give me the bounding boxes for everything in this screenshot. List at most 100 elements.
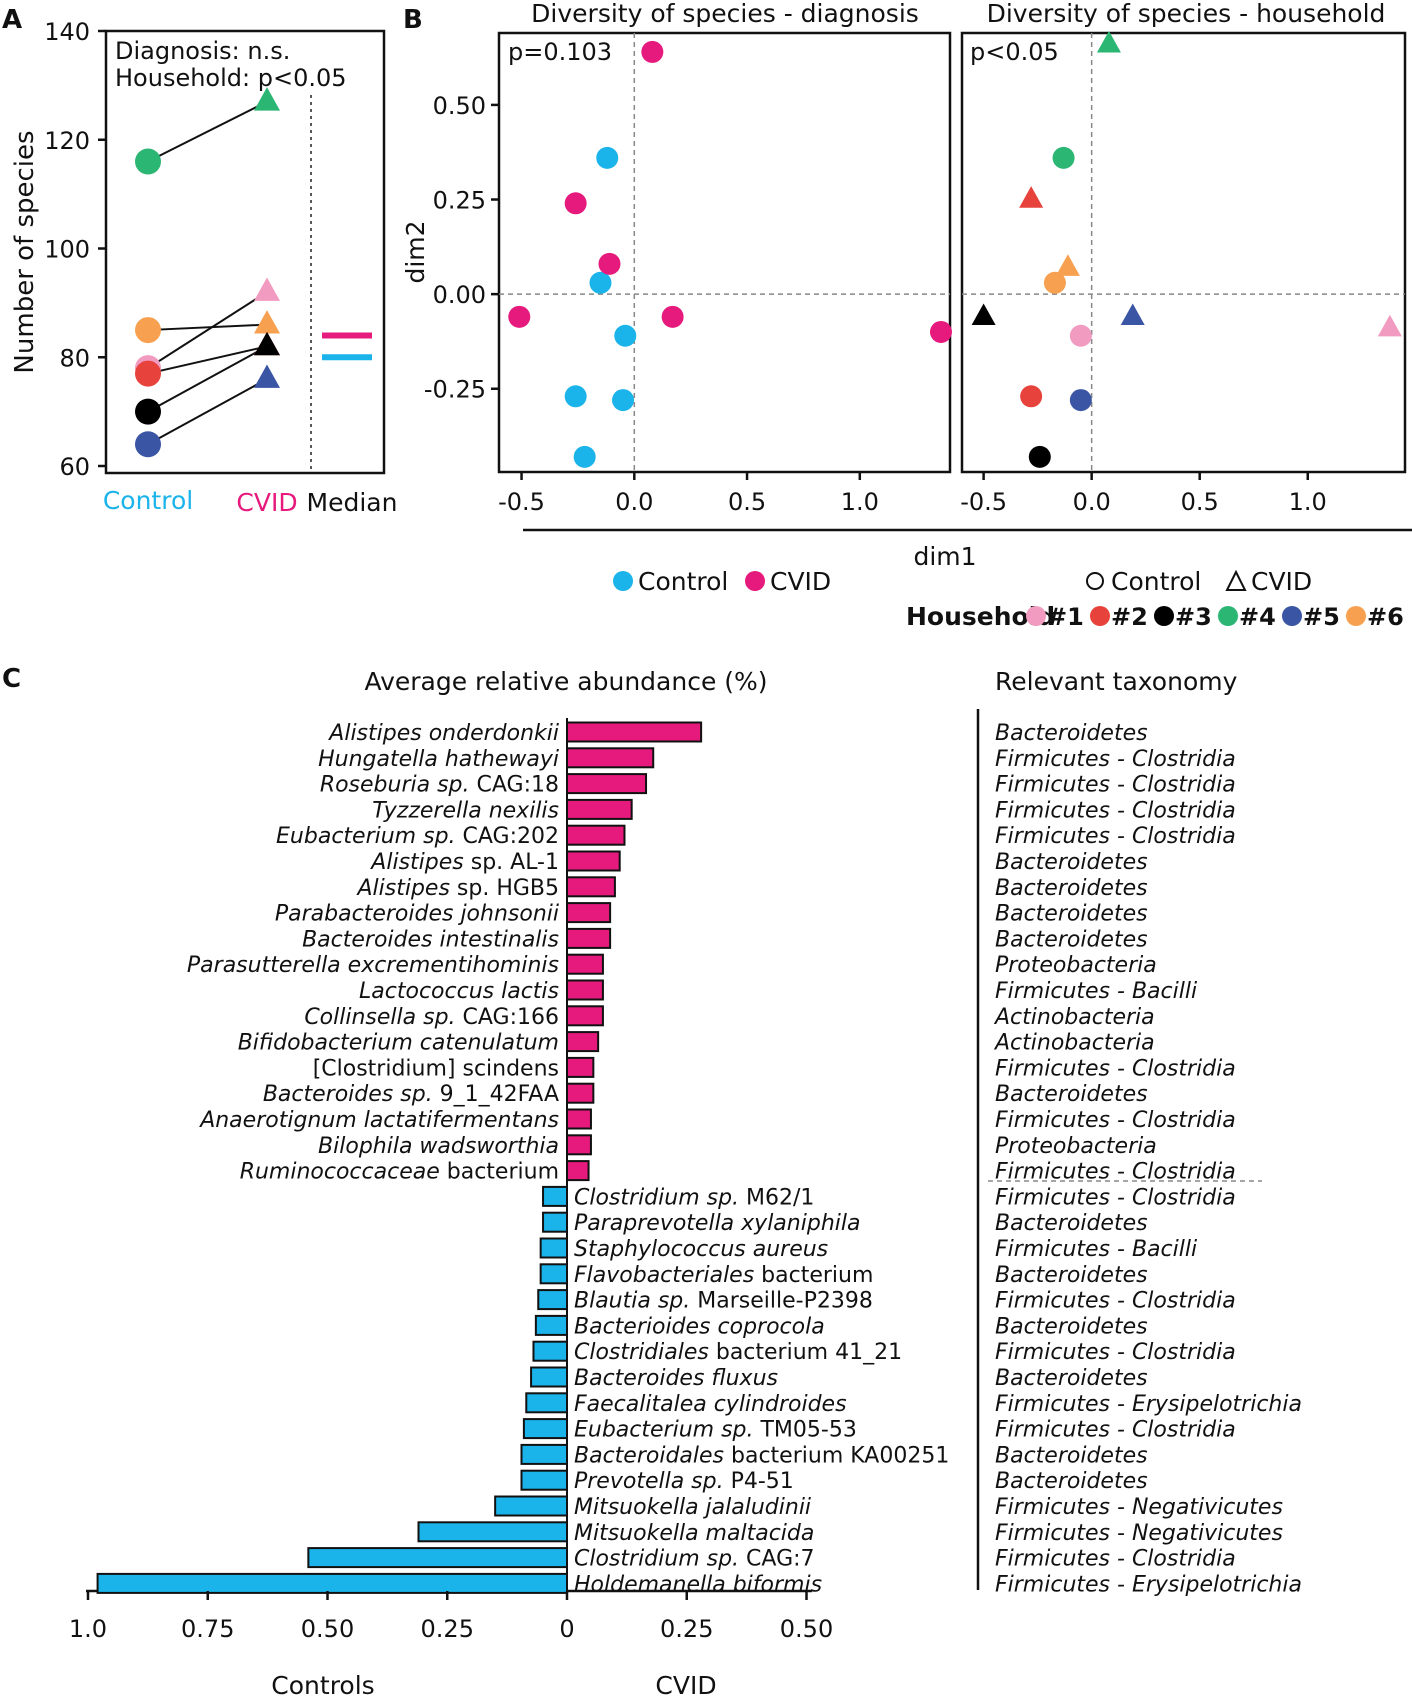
panel-b-xtick-label: 1.0 — [841, 488, 879, 516]
panel-b-xlabel: dim1 — [913, 542, 976, 571]
panel-c-taxonomy-label: Firmicutes - Bacilli — [995, 979, 1197, 1004]
panel-a-annotation-household: Household: p<0.05 — [115, 64, 347, 92]
panel-c-species-italic: Bifidobacterium catenulatum — [238, 1031, 559, 1056]
panel-a-cvid-point — [254, 331, 280, 356]
panel-c-species-italic: Alistipes — [369, 850, 463, 875]
panel-a-ytick-label: 120 — [44, 127, 90, 155]
panel-c-species-italic: Bacteroides intestinalis — [302, 927, 559, 952]
panel-c-species-italic: Clostridium sp. — [574, 1185, 739, 1210]
panel-b-household-control-point — [1052, 146, 1075, 169]
panel-a-frame — [104, 29, 386, 475]
panel-c-species-label: [Clostridium] scindens — [313, 1056, 559, 1081]
panel-c-species-italic: Roseburia sp. — [320, 773, 470, 798]
panel-c-taxonomy-label: Bacteroidetes — [995, 876, 1148, 901]
panel-b-xtick-label: 0.5 — [1181, 488, 1219, 516]
panel-c-species-suffix: P4-51 — [724, 1469, 794, 1494]
panel-c-taxonomy-label: Firmicutes - Erysipelotrichia — [995, 1392, 1302, 1417]
panel-c-species-suffix: sp. AL-1 — [464, 850, 559, 875]
panel-c-taxonomy-label: Firmicutes - Clostridia — [995, 747, 1236, 772]
panel-c-taxonomy-label: Bacteroidetes — [995, 902, 1148, 927]
legend-triangle-icon — [1225, 569, 1247, 591]
panel-c-cvid-bar — [566, 798, 633, 820]
panel-c-control-bar — [525, 1392, 568, 1414]
panel-c-control-bar — [542, 1211, 568, 1233]
panel-c-species-italic: Holdemanella biformis — [574, 1572, 822, 1597]
panel-c-species-label: Lactococcus lactis — [359, 979, 559, 1004]
panel-b-household-control-point — [1069, 389, 1092, 412]
panel-c-species-label: Bacteroides sp. 9_1_42FAA — [263, 1082, 559, 1107]
panel-c-taxonomy-label: Bacteroidetes — [995, 927, 1148, 952]
panel-a-control-point — [135, 360, 161, 387]
panel-c-species-label: Clostridium sp. M62/1 — [574, 1185, 814, 1210]
panel-c-species-label: Bacteroidales bacterium KA00251 — [574, 1443, 949, 1468]
panel-c-species-label: Anaerotignum lactatifermentans — [198, 1108, 559, 1133]
panel-c-species-label: Paraprevotella xylaniphila — [574, 1211, 860, 1236]
panel-a-pair-line — [147, 345, 268, 375]
legend-control-label: Control — [638, 567, 728, 596]
panel-c-species-label: Hungatella hathewayi — [318, 747, 559, 772]
panel-c-taxonomy-label: Firmicutes - Clostridia — [995, 824, 1236, 849]
panel-c-species-label: Bilophila wadsworthia — [318, 1134, 559, 1159]
panel-c-control-bar — [522, 1418, 569, 1440]
panel-c-species-suffix: Marseille-P2398 — [690, 1289, 873, 1314]
panel-c-control-bar — [534, 1314, 568, 1336]
panel-c-cvid-bar — [566, 1056, 595, 1078]
panel-c-taxonomy-label: Firmicutes - Clostridia — [995, 798, 1236, 823]
panel-a-pair-line — [147, 378, 268, 446]
panel-a-xcat-cvid: CVID — [236, 488, 297, 517]
panel-a-control-point — [135, 431, 161, 458]
panel-c-taxonomy-label: Firmicutes - Clostridia — [995, 1340, 1236, 1365]
panel-c-species-italic: Flavobacteriales — [574, 1263, 754, 1288]
panel-c-species-label: Bacteroides intestinalis — [302, 927, 559, 952]
panel-c-xtick-label: 0 — [559, 1615, 574, 1643]
panel-c-species-italic: Mitsuokella jalaludinii — [574, 1495, 811, 1520]
legend-household-label: #1 — [1047, 603, 1084, 631]
panel-c-cvid-bar — [566, 902, 612, 924]
legend-household-marker — [1090, 606, 1110, 626]
panel-b-household-cvid-point — [1120, 303, 1145, 326]
panel-b-xtick-label: 1.0 — [1289, 488, 1327, 516]
panel-b-diagnosis-pvalue: p=0.103 — [508, 38, 612, 66]
panel-b-household-control-point — [1069, 324, 1092, 347]
panel-c-taxonomy-label: Firmicutes - Clostridia — [995, 773, 1236, 798]
panel-c-species-suffix: bacterium KA00251 — [724, 1443, 949, 1468]
panel-c-xtick-label: 0.25 — [660, 1615, 713, 1643]
panel-c-species-label: Clostridiales bacterium 41_21 — [574, 1340, 902, 1365]
panel-c-species-suffix: bacterium — [440, 1160, 559, 1185]
panel-b-household-title: Diversity of species - household — [987, 0, 1386, 28]
panel-label-b: B — [403, 5, 423, 35]
panel-b-control-point — [614, 324, 637, 347]
panel-c-species-label: Bacterioides coprocola — [574, 1314, 825, 1339]
panel-c-taxonomy-label: Firmicutes - Clostridia — [995, 1108, 1236, 1133]
panel-c-species-label: Roseburia sp. CAG:18 — [320, 773, 559, 798]
panel-c-species-italic: Lactococcus lactis — [359, 979, 559, 1004]
panel-b-xtick-label: 0.5 — [728, 488, 766, 516]
panel-c-species-label: Parabacteroides johnsonii — [275, 902, 559, 927]
panel-c-control-bar — [532, 1340, 568, 1362]
panel-label-a: A — [2, 5, 22, 35]
panel-c-taxonomy-label: Firmicutes - Erysipelotrichia — [995, 1572, 1302, 1597]
panel-b-household-control-point — [1028, 445, 1051, 468]
panel-a-ytick-label: 60 — [59, 453, 90, 481]
panel-c-species-label: Ruminococcaceae bacterium — [240, 1160, 559, 1185]
legend-household-marker — [1026, 606, 1046, 626]
legend-household-marker — [1346, 606, 1366, 626]
panel-c-species-suffix: TM05-53 — [754, 1418, 857, 1443]
panel-c-taxonomy-label: Firmicutes - Clostridia — [995, 1547, 1236, 1572]
panel-c-species-italic: Bacterioides coprocola — [574, 1314, 825, 1339]
panel-c-species-suffix: [Clostridium] scindens — [313, 1056, 559, 1081]
panel-c-xlabel-cvid: CVID — [655, 1671, 716, 1699]
panel-c-species-label: Holdemanella biformis — [574, 1572, 822, 1597]
panel-b-household-control-point — [1043, 271, 1066, 294]
panel-b-cvid-point — [641, 40, 664, 63]
legend-household-label: #3 — [1175, 603, 1212, 631]
panel-c-species-suffix: CAG:202 — [456, 824, 559, 849]
panel-c-taxonomy-label: Bacteroidetes — [995, 1443, 1148, 1468]
panel-c-taxonomy-label: Bacteroidetes — [995, 1211, 1148, 1236]
panel-c-right-title: Relevant taxonomy — [995, 667, 1238, 696]
panel-c-species-italic: Eubacterium sp. — [276, 824, 456, 849]
panel-a-control-point — [135, 398, 161, 425]
panel-c-taxonomy-label: Actinobacteria — [993, 1031, 1155, 1056]
panel-c-control-bar — [417, 1521, 569, 1543]
panel-a-pair-line — [147, 323, 268, 332]
